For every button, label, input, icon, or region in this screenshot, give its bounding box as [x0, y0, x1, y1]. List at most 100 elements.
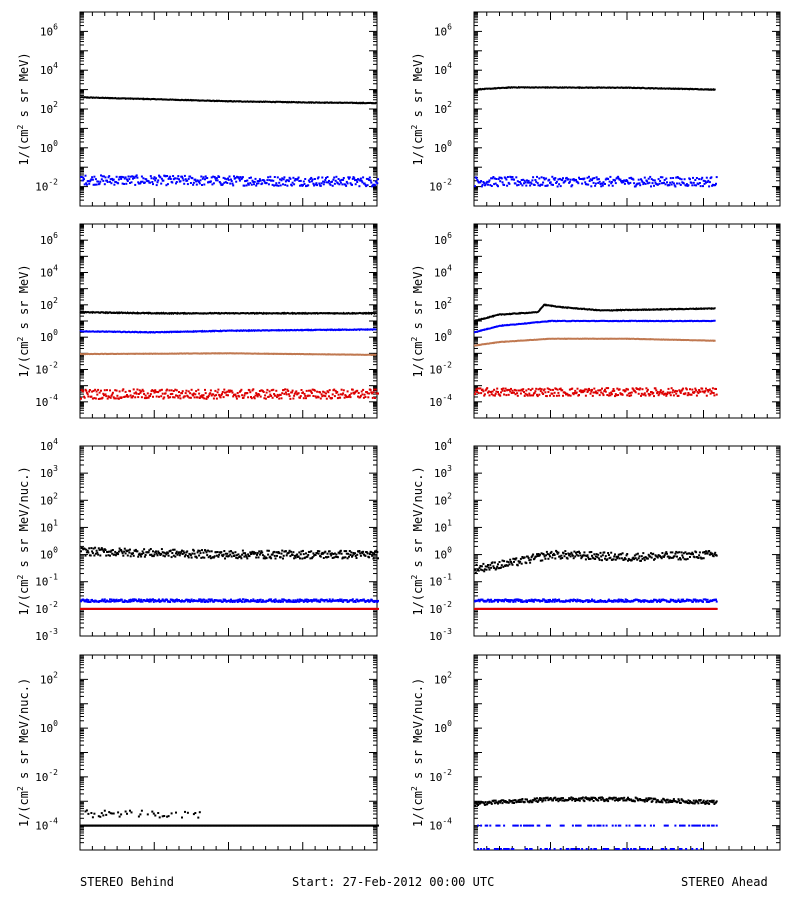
y-tick-exponent: 1 [53, 518, 58, 527]
data-point [215, 397, 218, 400]
data-point [675, 550, 678, 553]
data-point [672, 182, 675, 185]
data-point [377, 178, 379, 181]
data-point [481, 183, 484, 186]
y-axis-title-superscript: 2 [16, 336, 25, 341]
data-point [84, 174, 87, 177]
data-point [584, 558, 587, 561]
data-point [167, 554, 170, 557]
data-point [215, 179, 218, 182]
data-point [275, 389, 278, 392]
data-point [137, 396, 140, 399]
data-point [112, 396, 115, 399]
data-point [698, 551, 701, 554]
data-point [93, 175, 96, 178]
data-point [354, 601, 357, 603]
data-point [134, 598, 137, 601]
data-point [653, 395, 655, 398]
data-point [521, 556, 524, 558]
data-point [587, 556, 590, 559]
data-point [583, 390, 586, 393]
data-point [306, 555, 309, 558]
data-point [514, 600, 517, 603]
data-point [250, 176, 252, 179]
data-point [488, 179, 491, 182]
data-point [541, 183, 544, 186]
data-point [271, 183, 274, 186]
data-point [610, 551, 613, 554]
data-point [657, 178, 660, 181]
data-point [544, 184, 547, 187]
data-point [704, 180, 707, 183]
data-point [84, 599, 87, 602]
data-point [351, 177, 354, 180]
data-point [364, 554, 367, 557]
data-point [160, 177, 163, 180]
data-point [136, 176, 139, 179]
data-point [333, 182, 336, 185]
data-point [547, 557, 550, 560]
data-point [207, 395, 210, 397]
data-point [585, 183, 588, 186]
data-point [83, 396, 86, 399]
data-point [614, 182, 617, 185]
data-point [480, 568, 483, 571]
data-point [236, 601, 239, 603]
data-point [104, 393, 107, 396]
data-point [531, 179, 534, 182]
data-point [269, 175, 272, 178]
y-tick-label: 103 [40, 464, 58, 480]
data-point [534, 179, 537, 181]
data-point [212, 556, 215, 559]
data-point [101, 175, 104, 178]
data-point [634, 391, 637, 394]
data-point [339, 600, 342, 602]
data-point [339, 179, 342, 182]
data-point [625, 600, 628, 603]
data-point [497, 600, 499, 603]
data-point [510, 176, 512, 179]
data-point [100, 178, 103, 181]
data-point [575, 391, 578, 394]
data-point [685, 599, 688, 602]
data-point [681, 388, 684, 391]
data-point [673, 555, 676, 558]
data-point [568, 394, 571, 397]
data-point [95, 183, 98, 186]
data-point [327, 555, 330, 558]
data-point [603, 551, 606, 554]
data-point [310, 599, 313, 602]
data-point [335, 553, 338, 556]
y-tick-label: 102 [40, 100, 58, 116]
data-point [361, 552, 364, 555]
data-point [120, 549, 123, 551]
data-point [282, 600, 284, 603]
data-point [493, 600, 496, 603]
data-point [261, 600, 264, 603]
data-point [635, 553, 638, 556]
data-point [604, 390, 607, 393]
data-point [580, 557, 583, 560]
data-point [548, 178, 551, 181]
data-point [636, 552, 639, 555]
data-point [209, 600, 212, 603]
data-point [293, 392, 296, 395]
data-point [310, 390, 313, 393]
data-point [571, 554, 574, 557]
data-point [528, 181, 531, 184]
data-point [665, 394, 668, 397]
data-point [268, 390, 271, 393]
data-point [279, 599, 281, 602]
data-point [632, 178, 635, 181]
y-tick-exponent: 0 [447, 328, 452, 337]
data-point [267, 549, 270, 552]
data-point [483, 393, 486, 396]
data-point [225, 178, 228, 181]
data-point [555, 180, 558, 183]
data-point [597, 557, 600, 560]
data-point [501, 559, 504, 562]
data-point [696, 390, 699, 393]
data-point [626, 394, 629, 397]
data-point [695, 389, 698, 392]
data-point [253, 551, 255, 554]
